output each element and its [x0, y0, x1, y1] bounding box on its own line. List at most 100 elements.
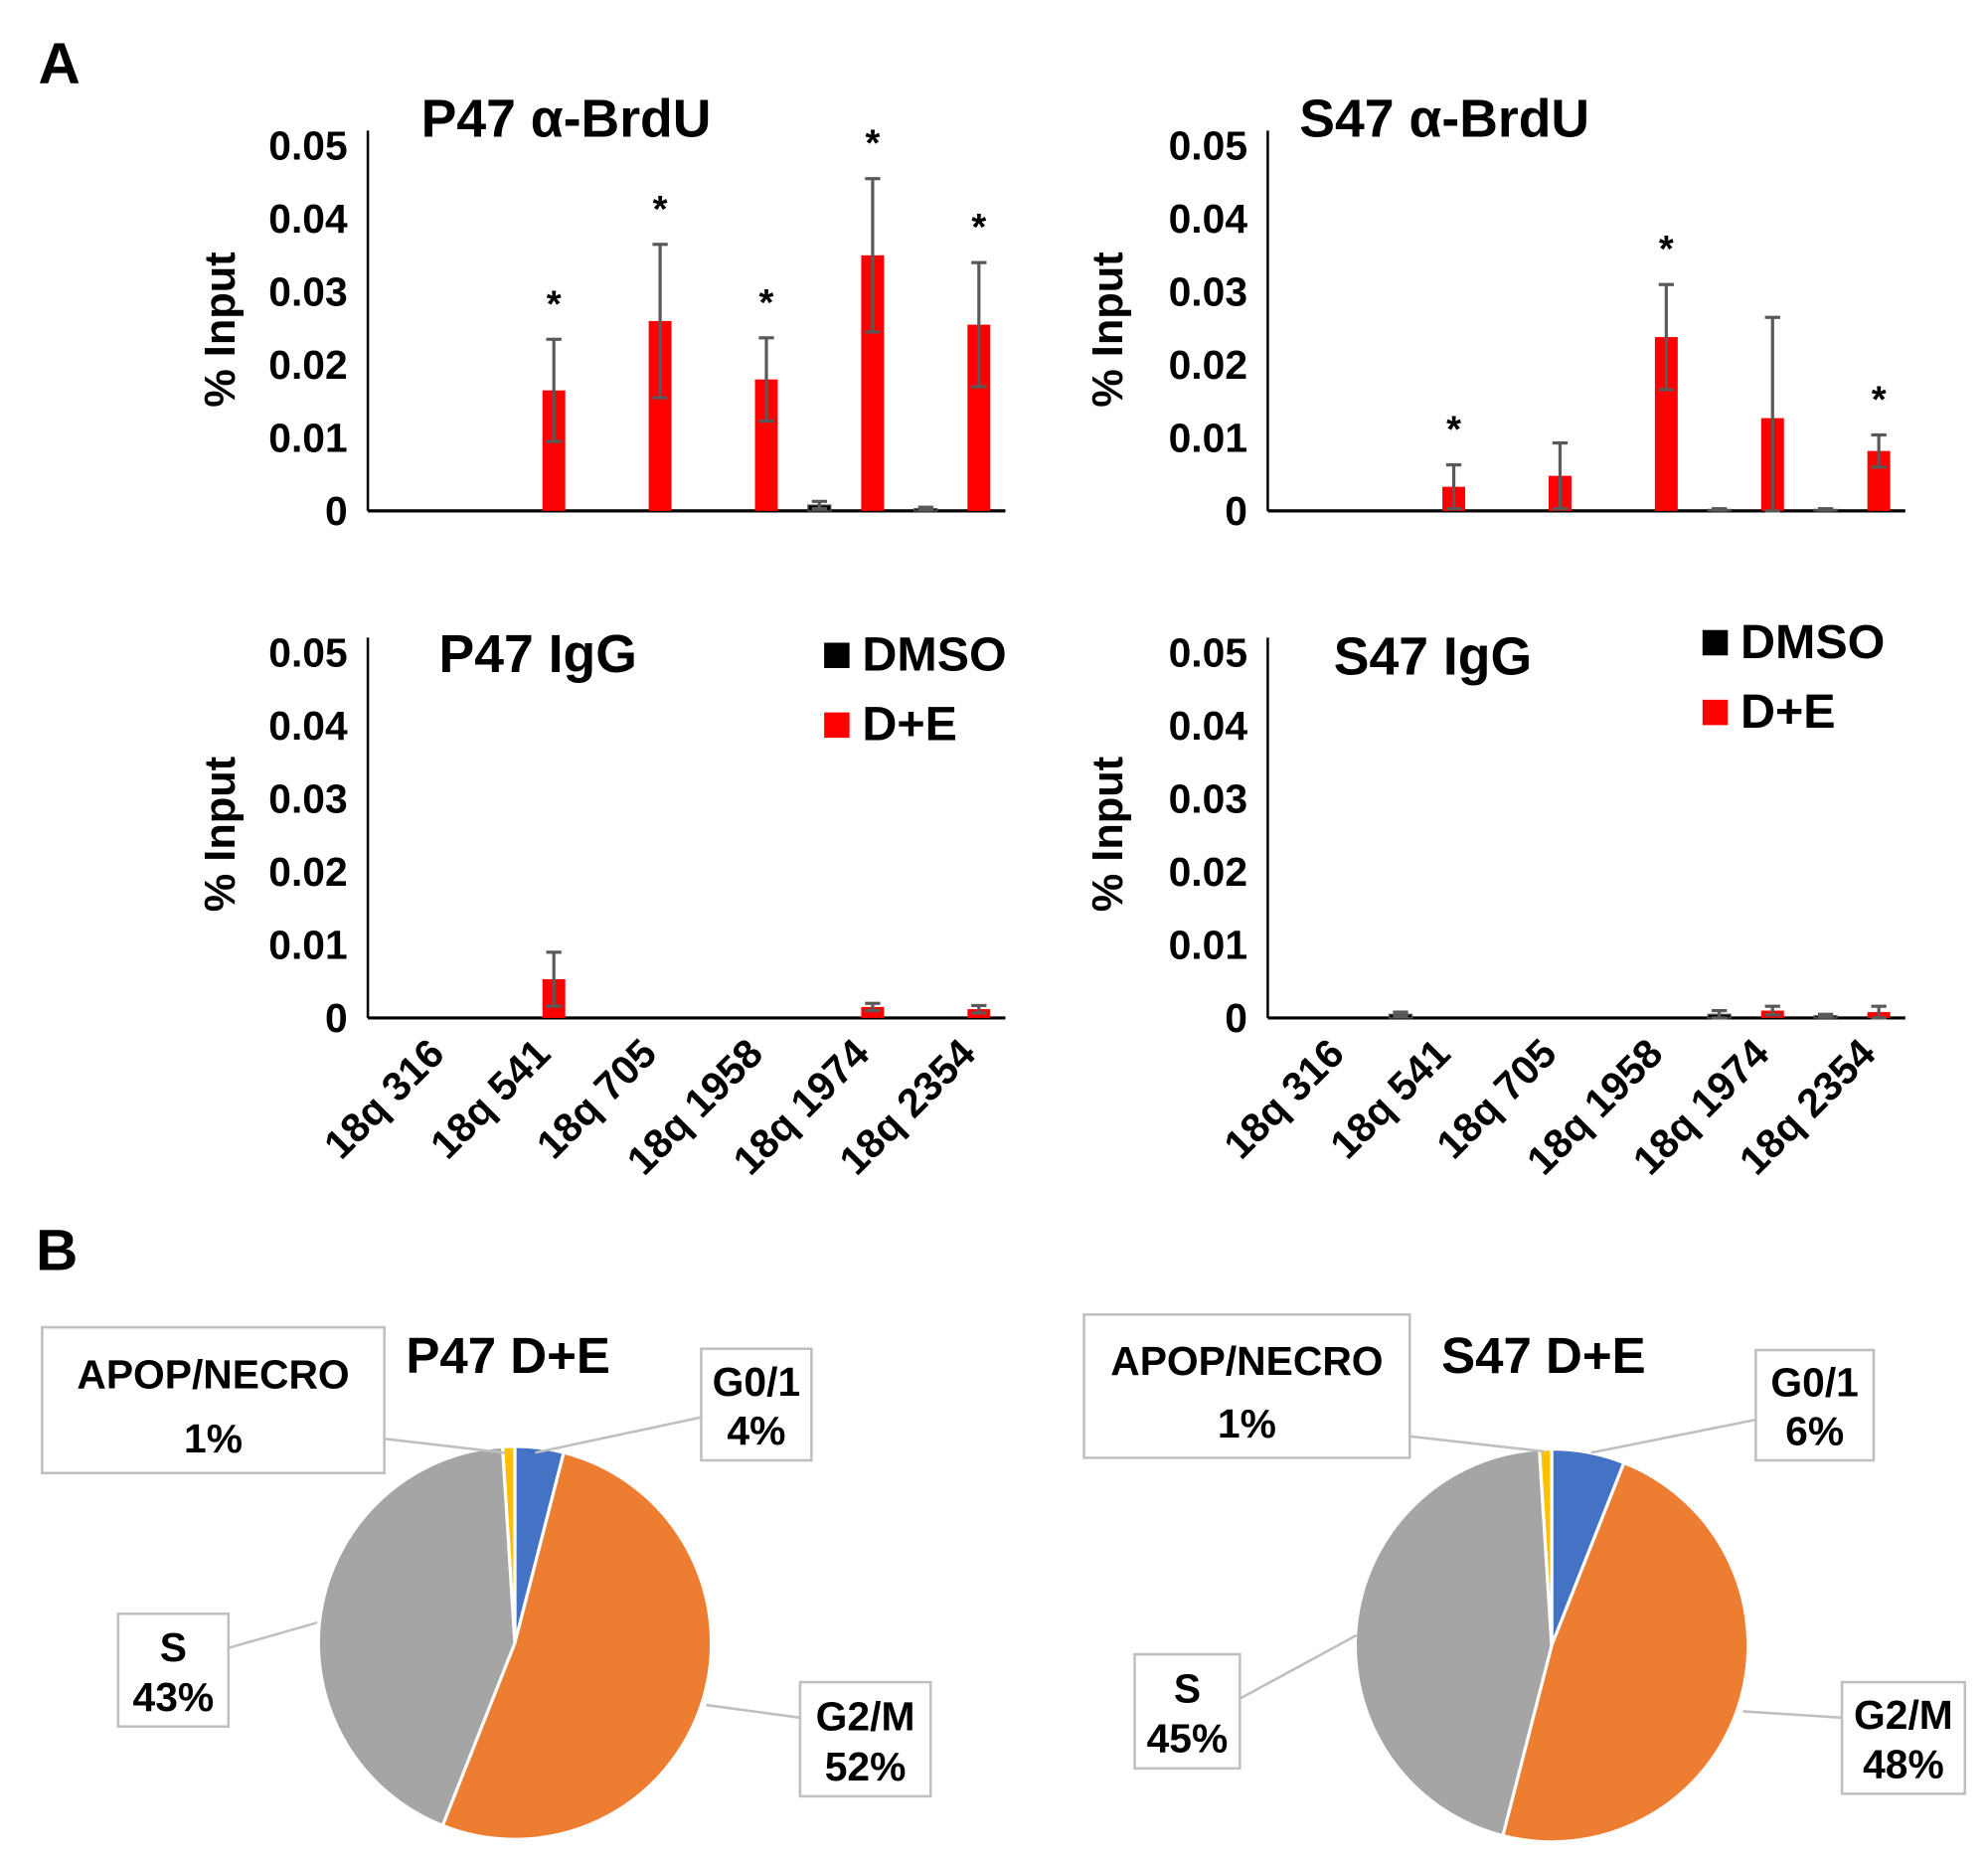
callout-leader-line — [535, 1416, 702, 1454]
legend-label: D+E — [1740, 685, 1836, 739]
chart-title: P47 IgG — [438, 625, 636, 684]
callout-leader-line — [706, 1703, 801, 1720]
callout-box — [700, 1347, 813, 1462]
y-tick-label: 0.03 — [1169, 776, 1247, 822]
pie-slice-s — [1353, 1447, 1554, 1838]
y-tick-label: 0.05 — [268, 123, 347, 169]
y-tick-label: 0.04 — [268, 703, 348, 749]
callout-category: G2/M — [816, 1693, 915, 1739]
callout-percent: 4% — [727, 1408, 785, 1453]
chart-title: P47 α-BrdU — [421, 90, 712, 149]
callout-box — [41, 1325, 386, 1474]
significance-marker: * — [1446, 409, 1461, 451]
y-tick-label: 0.05 — [1169, 630, 1247, 676]
legend-swatch-dmso — [1702, 629, 1729, 656]
callout-box — [1133, 1652, 1242, 1771]
significance-marker: * — [759, 281, 774, 324]
y-tick-label: 0.04 — [1169, 703, 1248, 749]
callout-leader-line — [1409, 1435, 1545, 1453]
y-axis-label: % Input — [197, 757, 245, 913]
y-tick-label: 0.03 — [268, 776, 347, 822]
callout-percent: 48% — [1863, 1742, 1944, 1787]
callout-box — [116, 1612, 231, 1729]
significance-marker: * — [653, 188, 668, 231]
y-axis-label: % Input — [197, 252, 245, 408]
callout-category: APOP/NECRO — [77, 1352, 349, 1398]
y-axis-label: % Input — [1084, 252, 1132, 408]
pie-slice-apopnecro — [500, 1444, 517, 1643]
y-tick-label: 0.05 — [268, 630, 347, 676]
callout-category: G2/M — [1854, 1692, 1953, 1738]
bar-chart-1: P47 α-BrdU % Input 0 0.01 0.02 0.03 0.04 0.05 * *… — [197, 90, 1006, 534]
callout-percent: 1% — [1218, 1401, 1276, 1446]
y-tick-label: 0.03 — [268, 269, 347, 315]
significance-marker: * — [1659, 228, 1674, 270]
bar-chart-2: S47 α-BrdU % Input 0 0.01 0.02 0.03 0.04 0.05 * *… — [1084, 90, 1905, 534]
legend-label: DMSO — [1740, 615, 1885, 669]
callout-leader-line — [228, 1620, 318, 1649]
y-tick-label: 0.02 — [268, 342, 347, 388]
callout-category: G0/1 — [713, 1359, 800, 1405]
callout-box — [798, 1680, 932, 1798]
chart-title: S47 IgG — [1334, 627, 1532, 686]
legend-label: DMSO — [862, 628, 1006, 682]
y-tick-label: 0 — [325, 995, 348, 1041]
callout-leader-line — [1742, 1710, 1843, 1720]
pie-slice-apopnecro — [1537, 1446, 1554, 1646]
callout-category: S — [160, 1624, 187, 1670]
bar-d-e-2 — [542, 390, 566, 511]
callout-percent: 52% — [825, 1744, 907, 1789]
callout-box — [1840, 1680, 1967, 1795]
bar-d-e-4 — [1654, 337, 1678, 511]
y-tick-label: 0.05 — [1169, 123, 1247, 169]
callout-leader-line — [1239, 1633, 1358, 1700]
bar-d-e-3 — [648, 320, 672, 511]
y-tick-label: 0 — [1225, 995, 1247, 1041]
callout-box — [1754, 1348, 1876, 1462]
callout-category: S — [1174, 1665, 1201, 1711]
y-tick-label: 0.02 — [268, 849, 347, 895]
y-tick-label: 0 — [325, 488, 348, 534]
pie-slice-g2m — [1500, 1460, 1750, 1844]
pie-chart-1: P47 D+E G0/14% G2/M 52% S43% APOP/NECRO 1% — [41, 1325, 932, 1841]
callout-leader-line — [1590, 1418, 1756, 1454]
y-tick-label: 0.01 — [1169, 415, 1247, 460]
panel-label-b: B — [36, 1219, 78, 1283]
y-tick-label: 0.04 — [1169, 196, 1248, 242]
y-tick-label: 0 — [1225, 488, 1247, 534]
y-tick-label: 0.01 — [268, 415, 347, 460]
y-tick-label: 0.03 — [1169, 269, 1247, 315]
significance-marker: * — [971, 206, 986, 249]
y-axis-label: % Input — [1084, 757, 1132, 913]
significance-marker: * — [865, 122, 880, 165]
panel-label-a: A — [39, 32, 81, 96]
y-tick-label: 0.01 — [268, 923, 347, 968]
callout-leader-line — [384, 1438, 505, 1454]
chart-title: P47 D+E — [406, 1327, 610, 1384]
pie-slice-s — [316, 1444, 517, 1828]
callout-box — [1082, 1313, 1411, 1459]
callout-percent: 45% — [1147, 1716, 1229, 1762]
callout-percent: 6% — [1785, 1408, 1844, 1453]
legend-swatch-dmso — [824, 642, 850, 668]
callout-category: G0/1 — [1770, 1360, 1858, 1406]
chart-title: S47 D+E — [1441, 1327, 1646, 1384]
bar-d-e-5 — [861, 254, 885, 511]
legend-swatch-d-e — [824, 712, 850, 739]
y-tick-label: 0.01 — [1169, 923, 1247, 968]
callout-percent: 1% — [184, 1416, 243, 1461]
callout-category: APOP/NECRO — [1110, 1338, 1383, 1384]
legend-label: D+E — [862, 698, 957, 752]
y-tick-label: 0.02 — [1169, 849, 1247, 895]
bar-d-e-5 — [861, 1006, 885, 1018]
legend-swatch-d-e — [1702, 699, 1729, 726]
pie-slice-g2m — [440, 1450, 714, 1841]
pie-chart-2: S47 D+E G0/16% G2/M48% S 45% APOP/NECRO 1% — [1082, 1313, 1967, 1844]
chart-title: S47 α-BrdU — [1299, 90, 1589, 149]
significance-marker: * — [1872, 379, 1887, 422]
bar-d-e-6 — [967, 324, 991, 511]
callout-percent: 43% — [133, 1674, 215, 1720]
